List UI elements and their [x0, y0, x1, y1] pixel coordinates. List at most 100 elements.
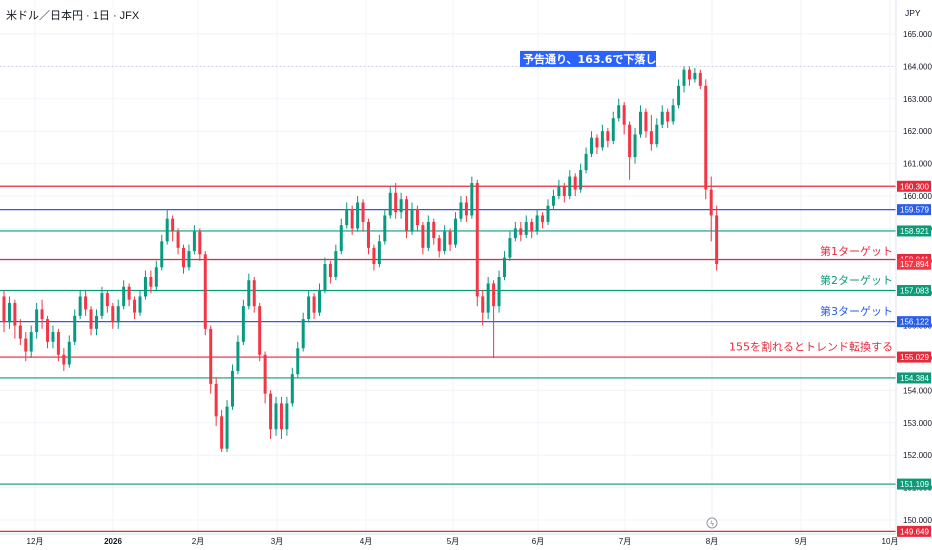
time-axis[interactable]: 12月 2026 2月 3月 4月 5月 6月 7月 8月 9月 10月 [27, 537, 899, 546]
candle-body [214, 383, 218, 417]
candle-body [263, 354, 267, 394]
candle-body [350, 208, 354, 229]
grid-lines [0, 0, 896, 534]
candle-body [307, 296, 311, 320]
candle-body [111, 306, 115, 323]
callout-box [520, 50, 656, 67]
price-line-tag [897, 180, 931, 192]
price-tick-label: 160.000 [903, 192, 932, 201]
price-line-tag-text: 160.300 [900, 182, 929, 191]
candle-body [715, 215, 719, 265]
candlestick-series [2, 66, 719, 452]
candle-body [383, 215, 387, 242]
candle-body [655, 124, 659, 145]
candle-body [203, 254, 207, 329]
candle-body [236, 341, 240, 371]
last-price-tag-text: 157.894 [900, 260, 929, 269]
time-tick-label: 7月 [619, 537, 631, 546]
candle-body [339, 225, 343, 252]
candle-body [46, 319, 50, 342]
candle-body [660, 111, 664, 125]
candle-body [644, 111, 648, 132]
annotation-label: 155を割れるとトレンド転換する [729, 340, 893, 354]
candle-body [595, 137, 599, 148]
candle-body [328, 264, 332, 277]
candle-body [290, 374, 294, 404]
symbol-title: 米ドル／日本円 · 1日 · JFX [6, 7, 140, 23]
candle-body [584, 153, 588, 171]
candle-body [687, 69, 691, 80]
candle-body [182, 247, 186, 268]
candle-body [470, 183, 474, 216]
candle-body [133, 299, 137, 313]
candle-body [279, 403, 283, 430]
price-line-tag-text: 149.649 [900, 527, 929, 536]
candle-body [78, 296, 82, 316]
candle-body [622, 105, 626, 125]
candle-body [296, 348, 300, 375]
candle-body [649, 131, 653, 145]
candle-body [454, 218, 458, 245]
candle-body [40, 309, 44, 320]
annotation-label: 第1ターゲット [820, 244, 893, 258]
candle-body [426, 221, 430, 248]
last-price-tag [897, 258, 931, 270]
time-tick-label: 12月 [27, 537, 44, 546]
candle-body [13, 302, 17, 326]
candle-body [116, 306, 120, 323]
candle-body [35, 309, 39, 333]
candle-body [519, 228, 523, 235]
candle-body [366, 221, 370, 248]
candle-body [394, 192, 398, 213]
candle-body [530, 221, 534, 232]
candle-body [508, 238, 512, 258]
price-line-tag [897, 225, 931, 237]
price-tick-label: 153.000 [903, 419, 932, 428]
candle-body [693, 72, 697, 80]
candle-body [617, 105, 621, 119]
price-tick-label: 164.000 [903, 62, 932, 71]
callout-text: 予告通り、163.6で下落した [523, 52, 667, 66]
candle-body [318, 289, 322, 313]
candle-body [247, 280, 251, 307]
currency-label: JPY [905, 8, 921, 18]
candle-body [372, 247, 376, 265]
candle-body [84, 296, 88, 310]
candle-body [562, 186, 566, 196]
candle-body [606, 131, 610, 141]
time-tick-label: 9月 [795, 537, 807, 546]
price-tick-label: 150.000 [903, 516, 932, 525]
candle-body [551, 196, 555, 206]
candle-body [100, 293, 104, 316]
annotation-label: 第2ターゲット [820, 273, 893, 287]
candle-body [633, 134, 637, 158]
candle-body [405, 199, 409, 232]
candle-body [388, 192, 392, 216]
price-line-labels: 160.300159.579158.921158.041157.083156.1… [897, 180, 931, 537]
price-tick-label: 154.000 [903, 386, 932, 395]
price-line-tag-text: 151.109 [900, 480, 929, 489]
candle-body [492, 283, 496, 307]
candle-body [198, 231, 202, 255]
candle-body [51, 332, 55, 342]
candle-body [29, 332, 33, 352]
candle-body [356, 202, 360, 229]
time-tick-label: 4月 [360, 537, 372, 546]
event-marker-glyph: ϟ [710, 520, 715, 528]
candle-body [67, 341, 71, 365]
candle-body [377, 241, 381, 265]
candle-body [209, 328, 213, 384]
price-tick-label: 152.000 [903, 451, 932, 460]
candle-body [432, 221, 436, 239]
candle-body [590, 137, 594, 154]
time-tick-label: 3月 [271, 537, 283, 546]
price-line-tag [897, 525, 931, 537]
candle-body [143, 277, 147, 297]
candle-body [105, 293, 109, 307]
candle-body [312, 296, 316, 313]
candle-body [301, 319, 305, 349]
time-tick-label: 2月 [192, 537, 204, 546]
candle-body [677, 85, 681, 106]
